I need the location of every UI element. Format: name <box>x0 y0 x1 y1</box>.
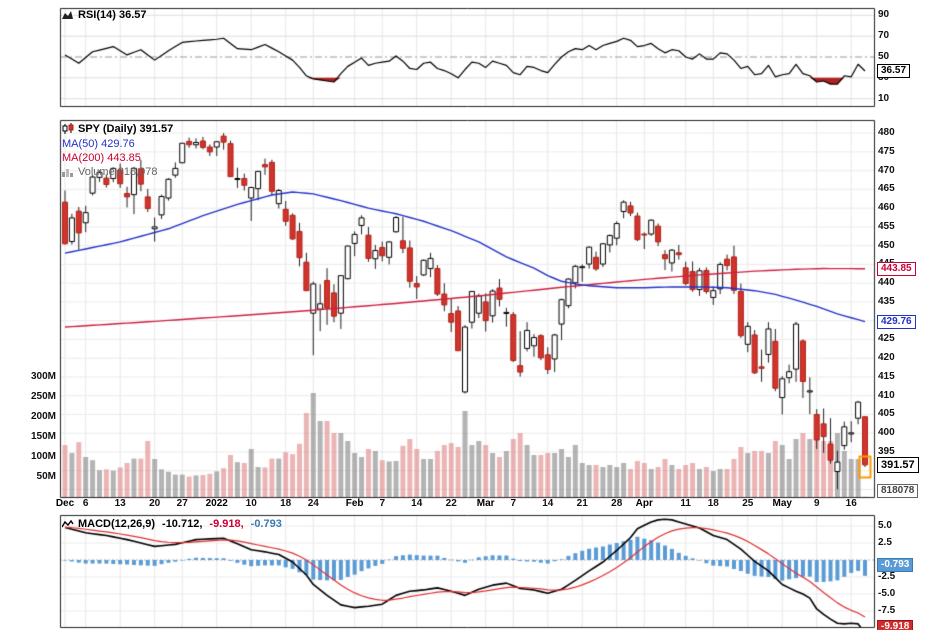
rsi-legend-label: RSI(14) 36.57 <box>78 9 147 21</box>
volume-legend: Volume 818,078 <box>62 166 158 178</box>
volume-icon <box>62 169 73 177</box>
macd-line-value: -10.712, <box>162 518 203 530</box>
ma200-price-box: 443.85 <box>877 262 916 276</box>
volume-value-box: 818078 <box>877 484 919 498</box>
rsi-legend: RSI(14) 36.57 <box>62 9 146 21</box>
last-price-box: 391.57 <box>877 457 919 473</box>
volume-legend-label: Volume 818,078 <box>78 166 158 178</box>
ma50-legend-label: MA(50) 429.76 <box>62 138 135 150</box>
candlestick-icon <box>62 123 74 134</box>
symbol-title-label: SPY (Daily) 391.57 <box>78 123 174 135</box>
macd-legend-label: MACD(12,26,9) <box>78 518 156 530</box>
rsi-value-box: 36.57 <box>877 64 911 78</box>
macd-signal-box-clipped: -9.918 <box>877 620 914 630</box>
ma50-legend: MA(50) 429.76 <box>62 138 135 150</box>
macd-signal-value: -9.918, <box>209 518 244 530</box>
macd-legend: MACD(12,26,9) -10.712, -9.918, -0.793 <box>62 518 285 530</box>
macd-icon <box>62 519 74 528</box>
ma50-price-box: 429.76 <box>877 315 916 329</box>
ma200-legend-label: MA(200) 443.85 <box>62 152 141 164</box>
ma200-legend: MA(200) 443.85 <box>62 152 141 164</box>
macd-hist-value: -0.793 <box>250 518 282 530</box>
rsi-icon <box>62 11 73 19</box>
symbol-title: SPY (Daily) 391.57 <box>62 123 173 135</box>
macd-hist-box: -0.793 <box>877 558 914 572</box>
